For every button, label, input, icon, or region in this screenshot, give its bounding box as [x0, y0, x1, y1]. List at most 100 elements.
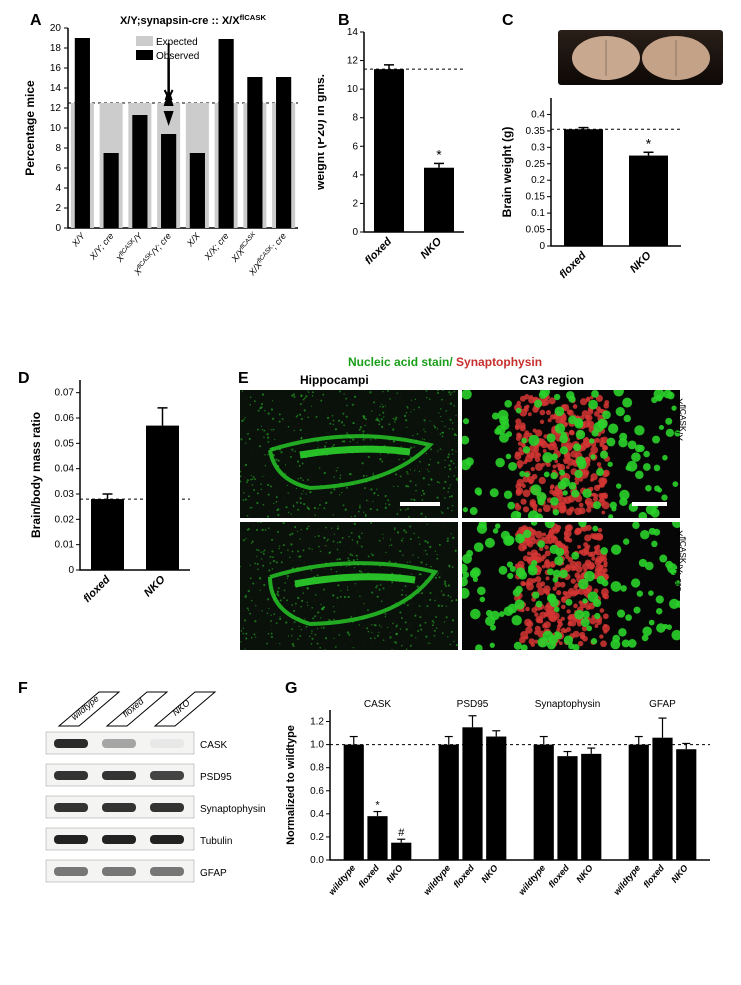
- svg-text:6: 6: [352, 141, 358, 152]
- svg-text:*: *: [375, 800, 380, 812]
- svg-text:floxed: floxed: [121, 696, 147, 720]
- svg-text:wildtype: wildtype: [611, 863, 642, 897]
- ca3-bottom: [462, 522, 680, 650]
- panel-e-row1: XflCASK/Y: [673, 398, 688, 518]
- svg-text:CASK: CASK: [364, 699, 392, 710]
- svg-text:weight (P20) in gms.: weight (P20) in gms.: [318, 74, 327, 191]
- svg-text:Brain weight (g): Brain weight (g): [500, 127, 514, 218]
- svg-text:0.02: 0.02: [55, 514, 75, 525]
- svg-text:NKO: NKO: [479, 863, 500, 885]
- svg-text:*: *: [436, 146, 442, 162]
- svg-text:0.6: 0.6: [310, 786, 324, 797]
- panel-f-blot: wildtypefloxedNKOCASKPSD95SynaptophysinT…: [40, 682, 270, 947]
- panel-d-chart: 00.010.020.030.040.050.060.07Brain/body …: [18, 368, 218, 663]
- svg-text:0.05: 0.05: [55, 438, 75, 449]
- svg-text:0.2: 0.2: [531, 175, 545, 186]
- svg-text:0.03: 0.03: [55, 489, 75, 500]
- svg-text:0.15: 0.15: [526, 192, 546, 203]
- svg-text:0.05: 0.05: [526, 225, 546, 236]
- svg-text:2: 2: [352, 198, 358, 209]
- svg-text:18: 18: [50, 43, 62, 54]
- panel-a-chart: 02468101214161820Percentage miceX/Y;syna…: [18, 10, 318, 345]
- svg-text:X/Y: X/Y: [69, 230, 87, 249]
- panel-e-col1: Hippocampi: [300, 373, 369, 387]
- svg-text:8: 8: [352, 113, 358, 124]
- svg-text:Brain/body mass ratio: Brain/body mass ratio: [29, 412, 43, 538]
- svg-text:16: 16: [50, 63, 62, 74]
- svg-text:1.0: 1.0: [310, 740, 324, 751]
- svg-text:NKO: NKO: [628, 249, 654, 275]
- svg-text:floxed: floxed: [546, 862, 571, 889]
- svg-text:0: 0: [539, 241, 545, 252]
- panel-b-chart: 0 2 4 6 8 10 12 14 weight (P20) in gms. floxed NKO…: [318, 22, 483, 327]
- svg-text:NKO: NKO: [142, 573, 168, 599]
- svg-text:Expected: Expected: [156, 37, 198, 48]
- hippocampi-top: [240, 390, 458, 518]
- svg-text:0.3: 0.3: [531, 142, 545, 153]
- panel-e-row2: XflCASK/Y; cre: [673, 530, 688, 650]
- svg-text:1.2: 1.2: [310, 717, 324, 728]
- svg-text:0.0: 0.0: [310, 855, 324, 866]
- svg-text:0.2: 0.2: [310, 832, 324, 843]
- svg-text:0.04: 0.04: [55, 464, 75, 475]
- hippocampi-bottom: [240, 522, 458, 650]
- svg-text:12: 12: [50, 103, 62, 114]
- svg-text:0.8: 0.8: [310, 763, 324, 774]
- panel-e-title: Nucleic acid stain/ Synaptophysin: [348, 355, 542, 369]
- svg-text:0: 0: [55, 223, 61, 234]
- svg-text:wildtype: wildtype: [421, 863, 452, 897]
- svg-text:NKO: NKO: [418, 235, 444, 261]
- ca3-top: [462, 390, 680, 518]
- svg-text:GFAP: GFAP: [200, 868, 227, 879]
- svg-text:0.01: 0.01: [55, 540, 75, 551]
- svg-text:wildtype: wildtype: [516, 863, 547, 897]
- svg-text:Normalized to wildtype: Normalized to wildtype: [285, 725, 297, 845]
- svg-text:8: 8: [55, 143, 61, 154]
- svg-text:0.25: 0.25: [526, 159, 546, 170]
- svg-text:20: 20: [50, 23, 62, 34]
- svg-text:14: 14: [347, 27, 359, 38]
- svg-text:NKO: NKO: [669, 863, 690, 885]
- svg-text:floxed: floxed: [451, 862, 476, 889]
- svg-text:floxed: floxed: [557, 249, 589, 281]
- panel-g-chart: 0.00.20.40.60.81.01.2Normalized to wildt…: [280, 690, 730, 975]
- svg-text:X/Y; cre: X/Y; cre: [87, 231, 116, 262]
- svg-text:#: #: [398, 827, 405, 839]
- svg-text:NKO: NKO: [574, 863, 595, 885]
- svg-text:12: 12: [347, 56, 359, 67]
- svg-text:0.07: 0.07: [55, 388, 75, 399]
- svg-text:NKO: NKO: [384, 863, 405, 885]
- svg-text:X/X; cre: X/X; cre: [202, 231, 231, 263]
- svg-text:4: 4: [352, 170, 358, 181]
- svg-text:6: 6: [55, 163, 61, 174]
- svg-text:0.4: 0.4: [531, 109, 545, 120]
- brain-photo: [558, 30, 723, 85]
- svg-text:0.1: 0.1: [531, 208, 545, 219]
- svg-text:floxed: floxed: [641, 862, 666, 889]
- svg-text:X/X: X/X: [184, 230, 202, 249]
- svg-text:CASK: CASK: [200, 740, 228, 751]
- svg-text:0.06: 0.06: [55, 413, 75, 424]
- svg-text:PSD95: PSD95: [200, 772, 232, 783]
- svg-text:GFAP: GFAP: [649, 699, 676, 710]
- svg-text:Tubulin: Tubulin: [200, 836, 232, 847]
- svg-text:PSD95: PSD95: [457, 699, 489, 710]
- svg-text:14: 14: [50, 83, 62, 94]
- svg-text:wildtype: wildtype: [69, 693, 100, 722]
- panel-f-label: F: [18, 680, 28, 698]
- panel-e-label: E: [238, 370, 249, 388]
- svg-text:0: 0: [352, 227, 358, 238]
- svg-text:Observed: Observed: [156, 51, 199, 62]
- figure-container: A 02468101214161820Percentage miceX/Y;sy…: [10, 10, 731, 975]
- svg-text:floxed: floxed: [363, 235, 395, 267]
- svg-text:0.35: 0.35: [526, 126, 546, 137]
- svg-text:*: *: [646, 135, 652, 151]
- panel-e-col2: CA3 region: [520, 373, 584, 387]
- svg-text:4: 4: [55, 183, 61, 194]
- svg-text:floxed: floxed: [356, 862, 381, 889]
- svg-text:Synaptophysin: Synaptophysin: [535, 699, 601, 710]
- svg-text:10: 10: [347, 84, 359, 95]
- svg-text:Percentage mice: Percentage mice: [23, 80, 37, 176]
- svg-text:2: 2: [55, 203, 61, 214]
- svg-text:floxed: floxed: [81, 573, 113, 605]
